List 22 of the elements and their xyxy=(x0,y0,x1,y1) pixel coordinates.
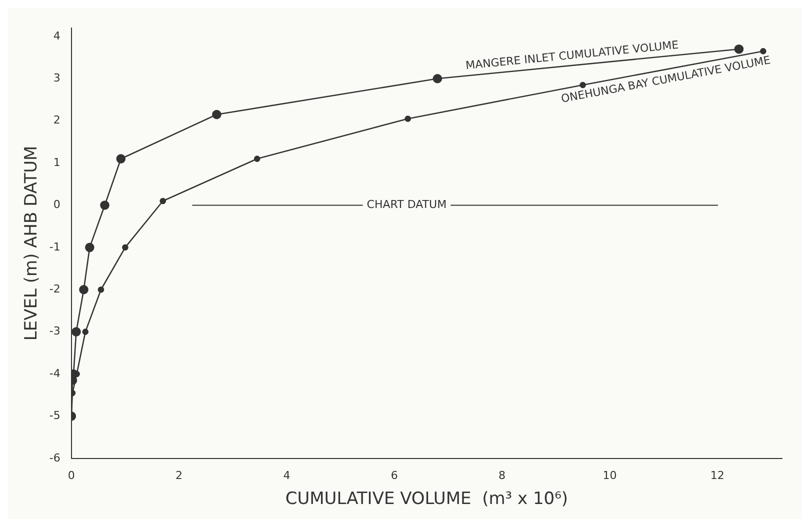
y-tick-label: -4 xyxy=(49,366,60,380)
y-tick-label: 3 xyxy=(53,71,60,84)
x-tick-label: 2 xyxy=(176,468,183,482)
ref-line-label: CHART DATUM xyxy=(366,198,447,212)
y-tick-label: 4 xyxy=(53,29,60,42)
y-tick-label: -2 xyxy=(49,282,60,296)
y-tick-label: 0 xyxy=(53,198,60,212)
y-tick-label: -3 xyxy=(49,324,60,338)
x-tick-label: 12 xyxy=(710,468,724,482)
y-tick-label: -1 xyxy=(49,240,60,254)
x-tick-label: 0 xyxy=(68,468,75,482)
x-tick-label: 8 xyxy=(498,468,506,482)
y-tick-label: 2 xyxy=(53,114,60,127)
x-tick-label: 4 xyxy=(283,468,290,482)
y-axis-title: LEVEL (m) AHB DATUM xyxy=(22,146,42,341)
x-tick-label: 6 xyxy=(390,468,398,482)
y-tick-label: -5 xyxy=(49,409,60,422)
text: MANGERE INLET CUMULATIVE VOLUME xyxy=(465,38,680,72)
y-tick-label: 1 xyxy=(53,156,60,169)
x-axis-title: CUMULATIVE VOLUME (m³ x 10⁶) xyxy=(285,489,568,510)
y-tick-label: -6 xyxy=(49,451,60,464)
x-tick-label: 10 xyxy=(602,468,617,482)
